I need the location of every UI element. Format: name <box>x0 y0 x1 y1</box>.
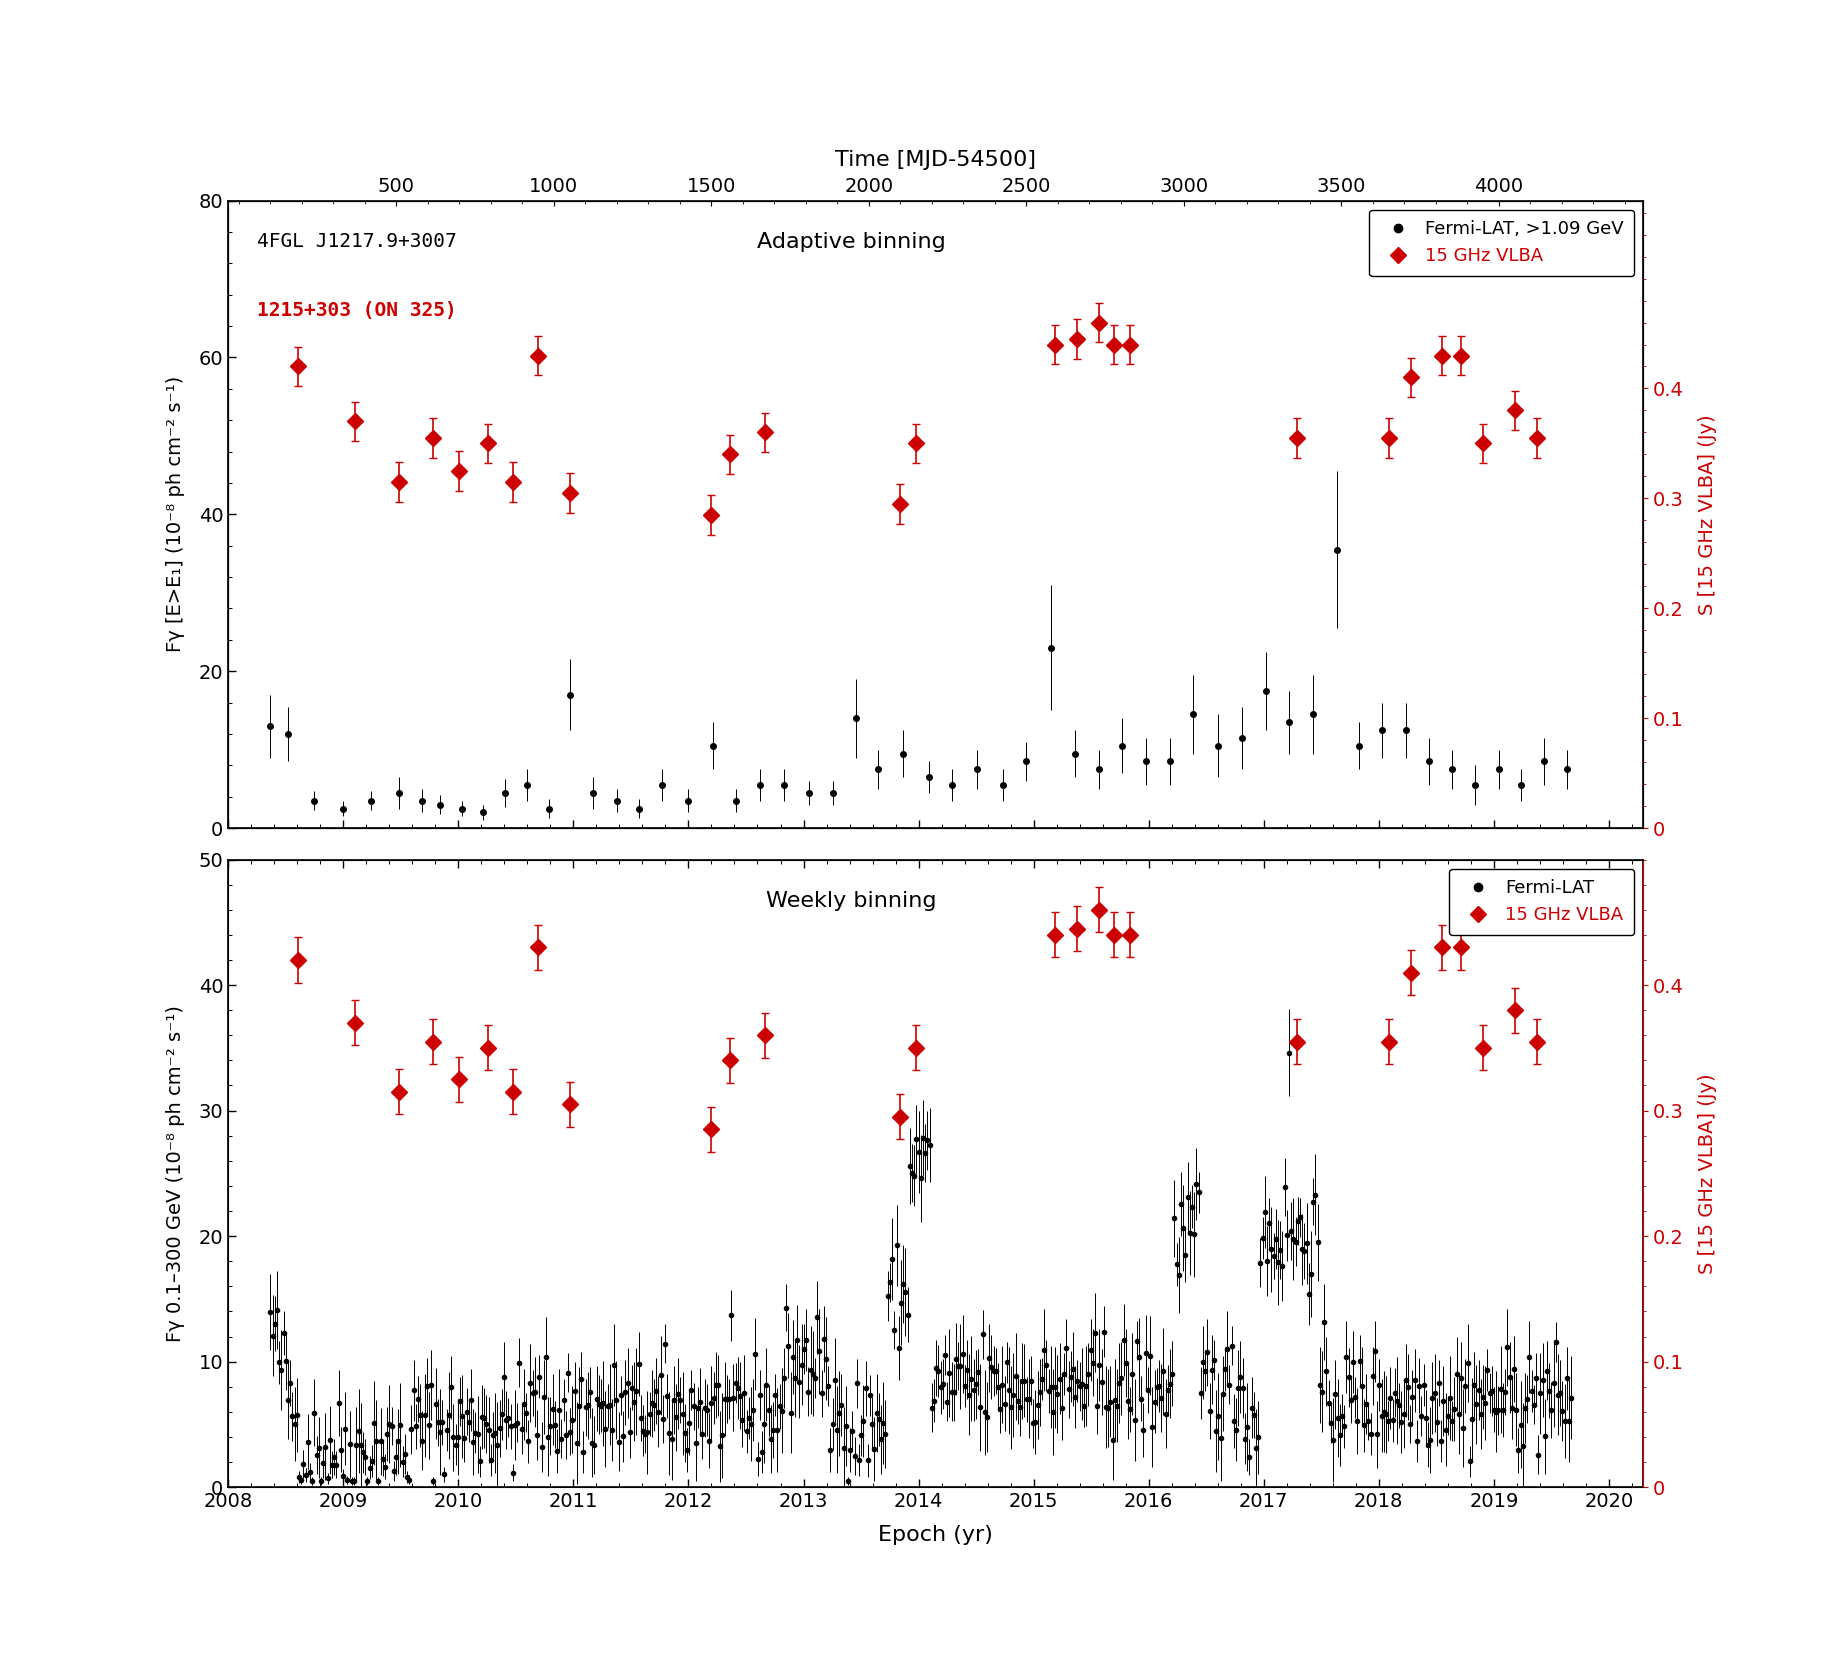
Y-axis label: Fγ [E>E₁] (10⁻⁸ ph cm⁻² s⁻¹): Fγ [E>E₁] (10⁻⁸ ph cm⁻² s⁻¹) <box>166 376 184 652</box>
X-axis label: Time [MJD-54500]: Time [MJD-54500] <box>834 149 1037 169</box>
X-axis label: Epoch (yr): Epoch (yr) <box>878 1526 993 1546</box>
Legend: Fermi-LAT, 15 GHz VLBA: Fermi-LAT, 15 GHz VLBA <box>1450 869 1634 936</box>
Text: 4FGL J1217.9+3007: 4FGL J1217.9+3007 <box>256 232 456 251</box>
Y-axis label: Fγ 0.1–300 GeV (10⁻⁸ ph cm⁻² s⁻¹): Fγ 0.1–300 GeV (10⁻⁸ ph cm⁻² s⁻¹) <box>166 1004 184 1342</box>
Y-axis label: S [15 GHz VLBA] (Jy): S [15 GHz VLBA] (Jy) <box>1698 1073 1716 1273</box>
Legend: Fermi-LAT, >1.09 GeV, 15 GHz VLBA: Fermi-LAT, >1.09 GeV, 15 GHz VLBA <box>1370 209 1634 276</box>
Y-axis label: S [15 GHz VLBA] (Jy): S [15 GHz VLBA] (Jy) <box>1698 414 1716 615</box>
Text: Adaptive binning: Adaptive binning <box>756 232 946 252</box>
Text: 1215+303 (ON 325): 1215+303 (ON 325) <box>256 301 456 319</box>
Text: Weekly binning: Weekly binning <box>765 891 937 911</box>
